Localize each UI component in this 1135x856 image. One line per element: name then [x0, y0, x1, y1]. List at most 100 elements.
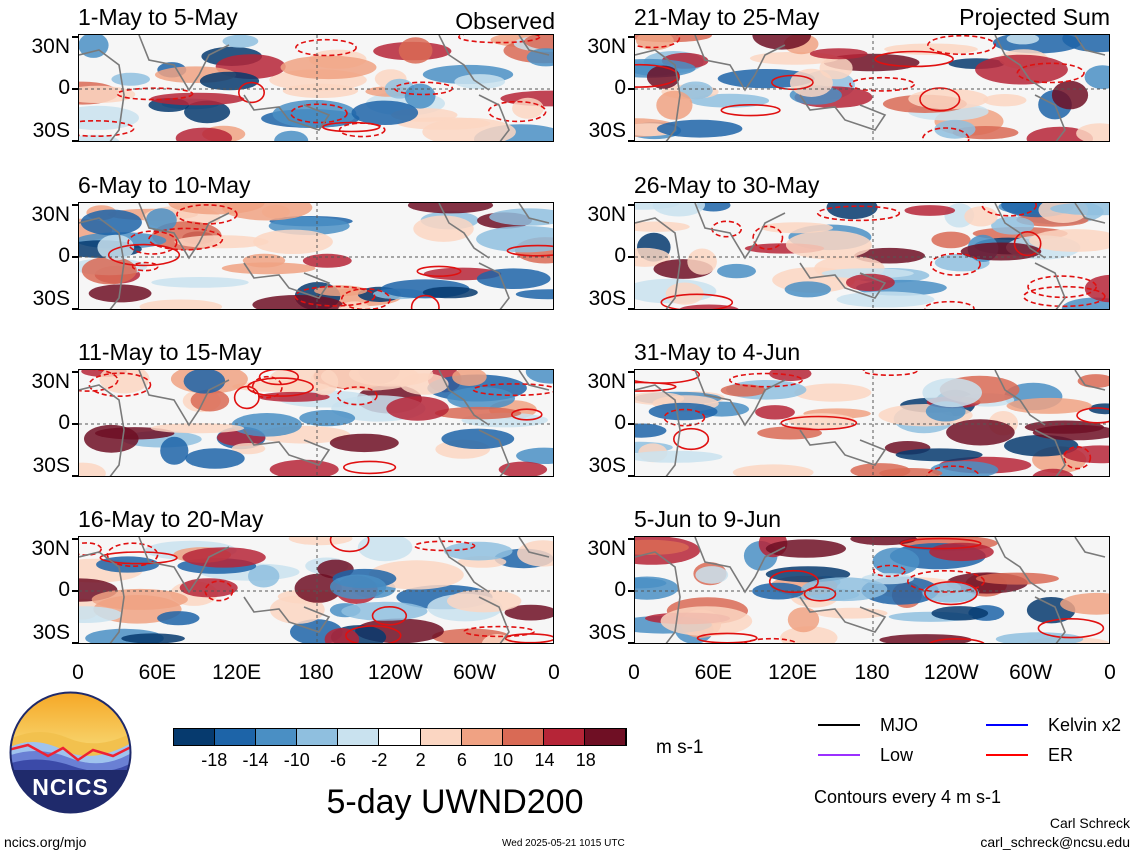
anomaly-shading [879, 634, 972, 643]
er-contour [79, 120, 135, 137]
coastline [518, 370, 550, 391]
anomaly-shading [282, 83, 358, 98]
er-contour [1063, 445, 1092, 470]
anomaly-shading [351, 100, 419, 126]
anomaly-shading [991, 216, 1035, 235]
coastline [1074, 537, 1106, 558]
anomaly-shading [652, 203, 705, 217]
colorbar-tick-label: -10 [283, 750, 310, 770]
anomaly-shading [512, 97, 544, 119]
er-contour [711, 220, 743, 238]
anomaly-shading [330, 574, 387, 600]
colorbar-tick-label: -18 [201, 750, 228, 770]
y-tick-mark [72, 475, 78, 477]
anomaly-shading [454, 74, 506, 90]
colorbar-tick-label: -6 [330, 750, 347, 770]
panel-title: 31-May to 4-Jun [634, 339, 801, 365]
y-tick-label: 30S [32, 287, 70, 310]
anomaly-shading [1029, 229, 1109, 252]
er-contour [803, 586, 837, 602]
er-contour [720, 103, 781, 117]
anomaly-shading [789, 68, 833, 97]
footer-timestamp: Wed 2025-05-21 1015 UTC [502, 838, 625, 849]
anomaly-shading [80, 209, 142, 236]
coastline [478, 262, 510, 309]
er-contour [1037, 617, 1105, 639]
coastline [138, 537, 230, 594]
colorbar-swatch [584, 729, 627, 745]
er-contour [258, 370, 300, 386]
er-contour [1076, 407, 1109, 424]
er-contour [919, 87, 961, 112]
er-contour [874, 50, 954, 68]
coastline [478, 596, 510, 643]
er-contour [251, 375, 283, 399]
anomaly-shading [1084, 274, 1109, 303]
colorbar-units: m s-1 [656, 737, 704, 758]
anomaly-shading [784, 281, 831, 298]
anomaly-shading [809, 48, 868, 60]
map-panel [78, 536, 554, 644]
map-panel [78, 369, 554, 477]
anomaly-shading [785, 230, 872, 260]
projected-sum-label: Projected Sum [959, 4, 1110, 30]
anomaly-shading [274, 130, 309, 141]
er-contour [906, 570, 985, 593]
anomaly-shading [524, 35, 553, 50]
y-tick-label: 0 [58, 578, 70, 601]
anomaly-shading [404, 83, 436, 109]
y-tick-mark [628, 308, 634, 310]
anomaly-shading [150, 92, 245, 106]
y-tick-mark [628, 256, 634, 258]
anomaly-shading [150, 423, 245, 434]
y-tick-mark [72, 642, 78, 644]
anomaly-shading [397, 117, 491, 130]
anomaly-shading [498, 461, 548, 476]
er-contour [929, 638, 985, 643]
anomaly-shading [348, 370, 434, 387]
er-contour [506, 244, 553, 257]
y-tick-mark [72, 88, 78, 90]
y-tick-label: 30N [31, 203, 70, 226]
y-tick-mark [72, 140, 78, 142]
anomaly-shading [826, 203, 878, 220]
x-tick-label: 0 [548, 661, 560, 684]
er-contour [116, 87, 194, 101]
legend-line-mjo [818, 724, 860, 726]
er-contour [148, 227, 224, 251]
colorbar-swatch [543, 729, 585, 745]
coastline [1034, 429, 1066, 476]
anomaly-shading [1051, 80, 1089, 110]
coastline [1074, 370, 1106, 391]
er-contour [106, 542, 159, 568]
y-tick-mark [628, 475, 634, 477]
er-contour [99, 551, 178, 565]
anomaly-shading [635, 539, 689, 555]
colorbar [173, 728, 627, 746]
anomaly-shading [407, 203, 494, 214]
anomaly-shading [696, 203, 731, 212]
y-tick-mark [72, 308, 78, 310]
anomaly-shading [160, 436, 189, 465]
x-tick-label: 0 [72, 661, 84, 684]
er-contour [849, 76, 915, 92]
anomaly-shading [930, 461, 999, 476]
anomaly-shading [720, 384, 766, 397]
er-contour [672, 427, 710, 451]
anomaly-shading [398, 37, 433, 64]
er-contour [921, 127, 970, 141]
er-contour [131, 261, 159, 272]
er-contour [127, 230, 178, 255]
anomaly-shading [678, 81, 713, 100]
panel-title: 6-May to 10-May [78, 172, 251, 198]
er-contour [635, 35, 681, 49]
er-contour [79, 370, 119, 392]
panel-title: 5-Jun to 9-Jun [634, 506, 782, 532]
colorbar-swatch [256, 729, 298, 745]
anomaly-shading [850, 537, 917, 546]
anomaly-shading [717, 263, 756, 279]
observed-label: Observed [455, 8, 555, 34]
anomaly-shading [1032, 468, 1074, 476]
er-contour [176, 204, 238, 225]
coastline [1034, 596, 1066, 643]
